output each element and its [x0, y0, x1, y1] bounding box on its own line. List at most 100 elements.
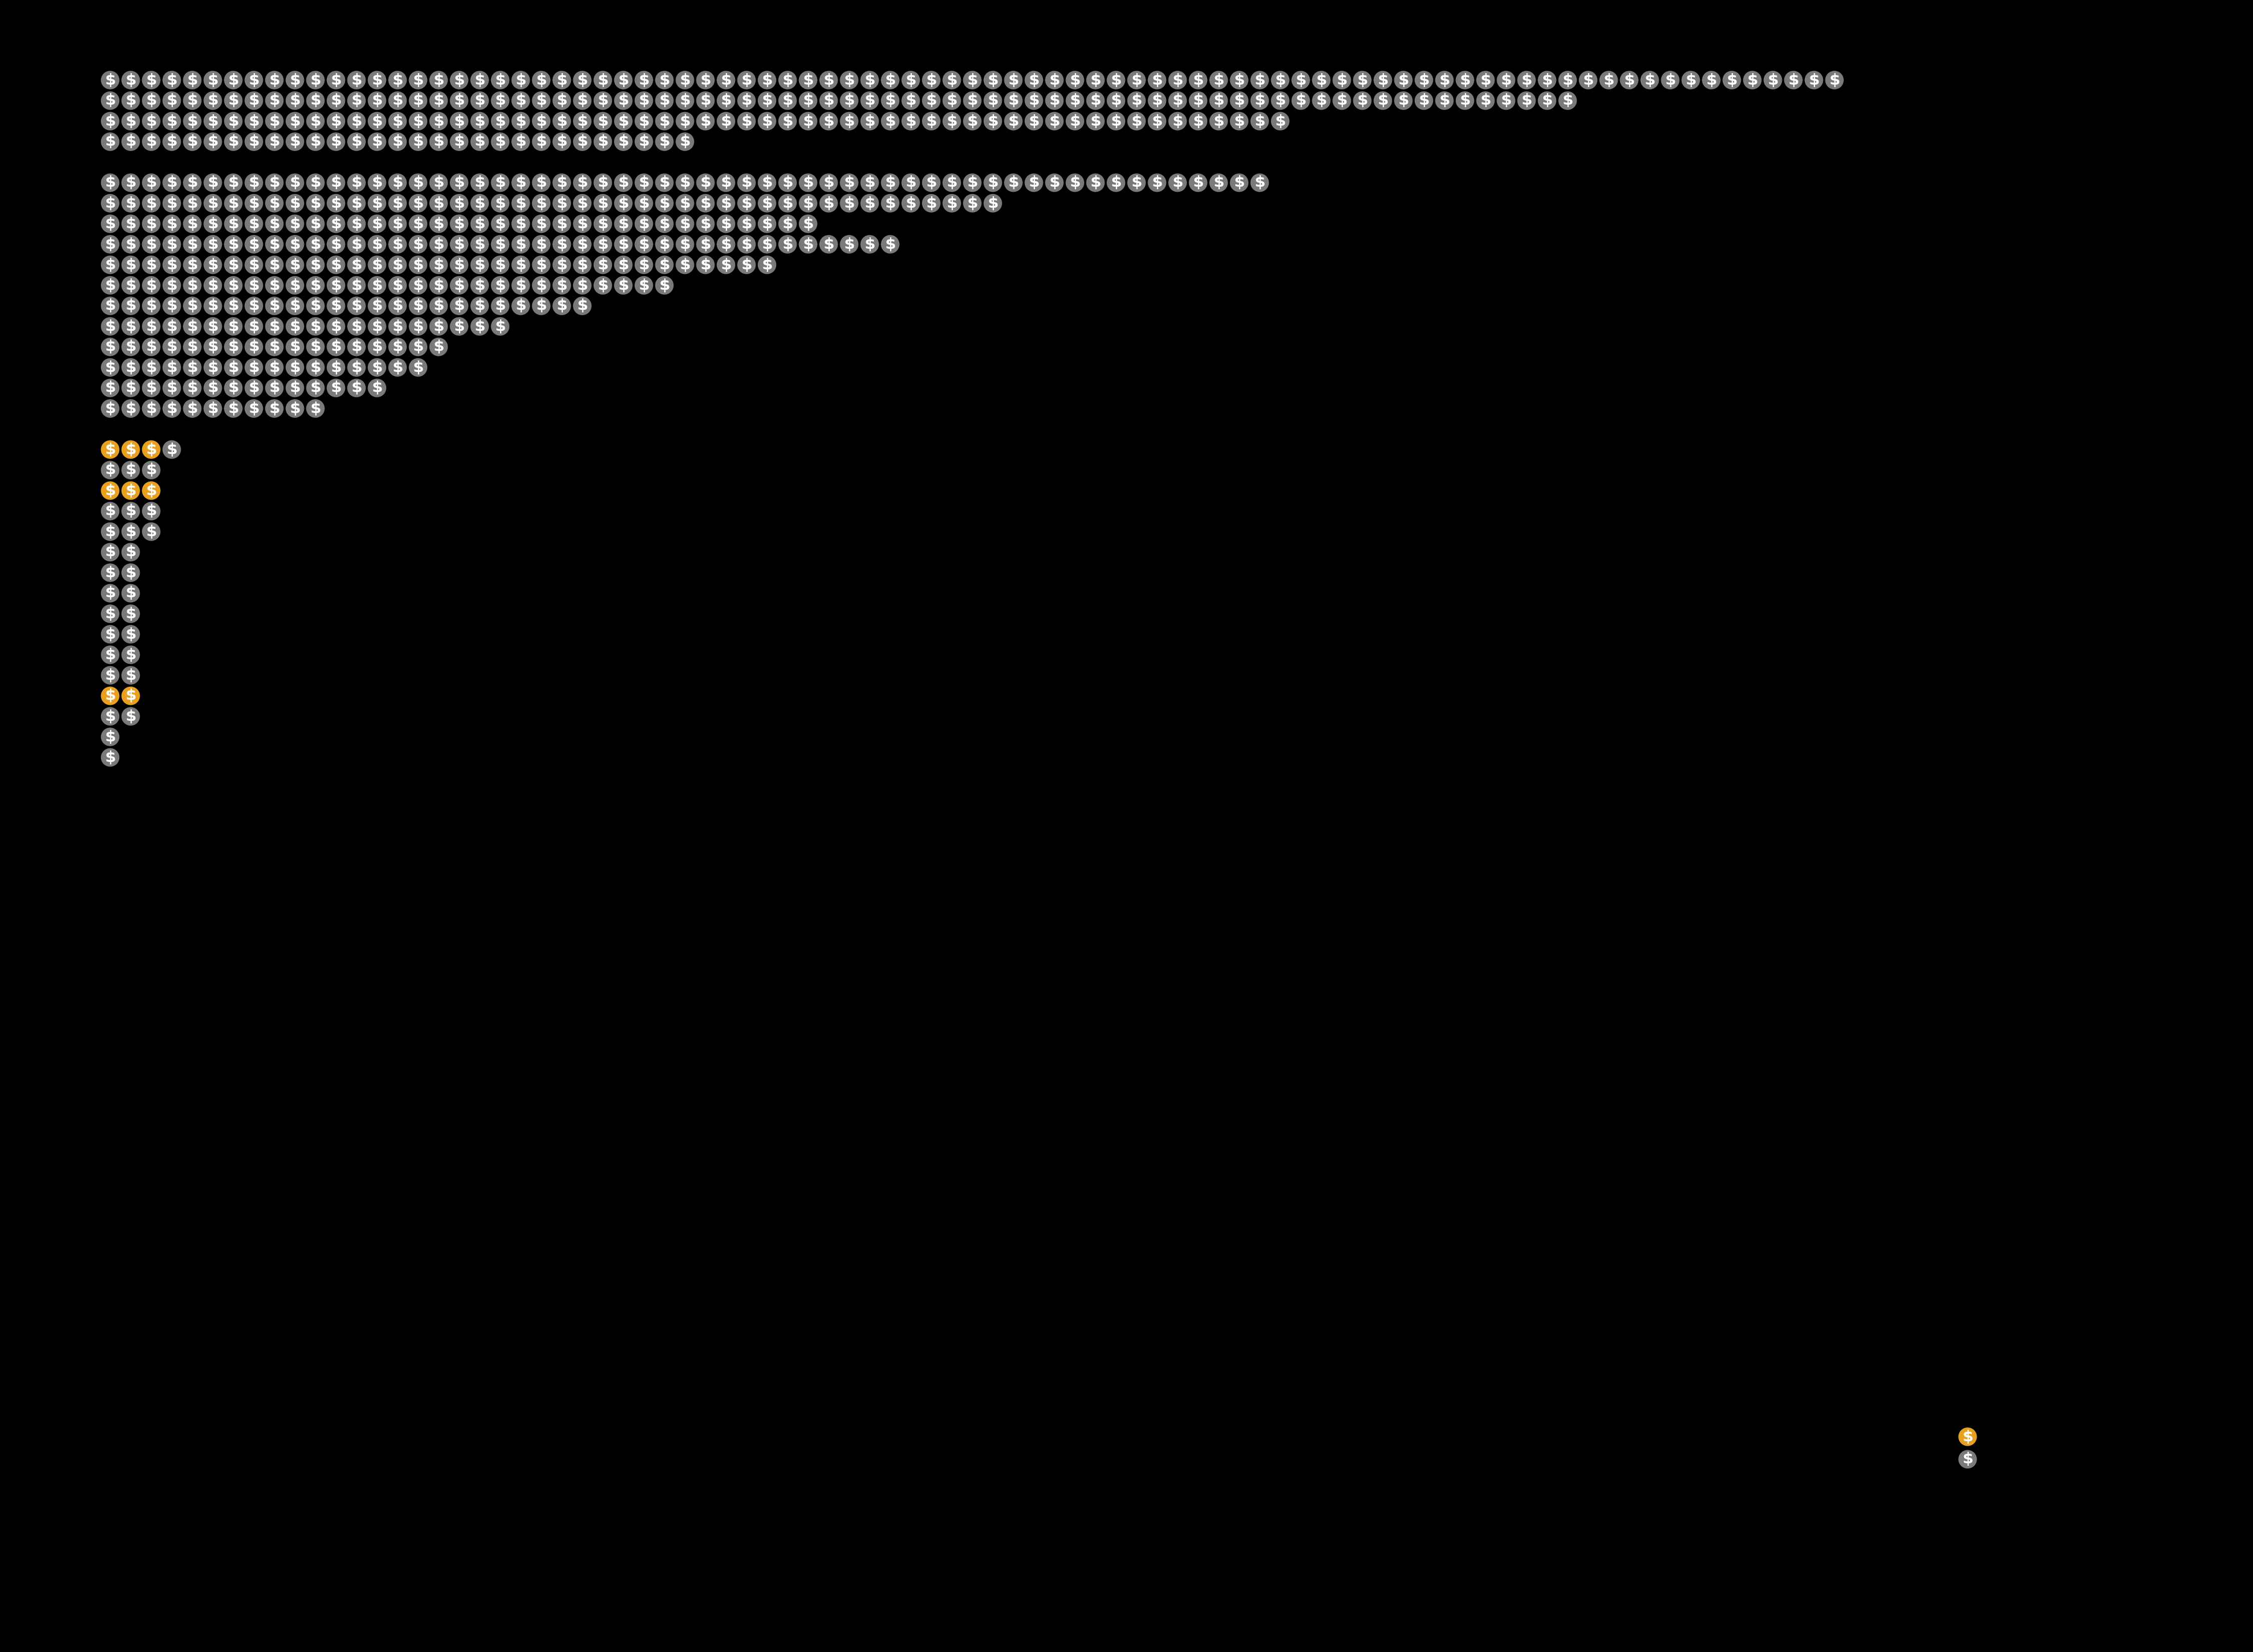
Circle shape	[101, 687, 119, 705]
Circle shape	[101, 544, 119, 562]
Circle shape	[142, 297, 160, 316]
Text: $: $	[1131, 73, 1142, 88]
Circle shape	[593, 276, 613, 294]
Text: $: $	[1172, 114, 1183, 129]
Text: $: $	[288, 236, 300, 251]
Text: $: $	[207, 94, 219, 107]
Text: $: $	[372, 258, 383, 273]
Circle shape	[861, 173, 879, 192]
Circle shape	[286, 193, 304, 213]
Circle shape	[451, 317, 469, 335]
Text: $: $	[926, 114, 937, 129]
Text: $: $	[906, 197, 917, 210]
Circle shape	[615, 112, 633, 131]
Circle shape	[757, 256, 777, 274]
Circle shape	[1210, 173, 1228, 192]
Text: $: $	[248, 258, 259, 273]
Text: $: $	[496, 278, 505, 292]
Circle shape	[388, 337, 408, 357]
Text: $: $	[865, 114, 874, 129]
Text: $: $	[617, 114, 629, 129]
Text: $: $	[1070, 175, 1081, 190]
Text: $: $	[372, 134, 383, 149]
Text: $: $	[741, 236, 753, 251]
Circle shape	[367, 317, 385, 335]
Text: $: $	[311, 114, 320, 129]
Text: $: $	[496, 94, 505, 107]
Text: $: $	[126, 94, 135, 107]
Circle shape	[901, 193, 919, 213]
Circle shape	[572, 71, 593, 89]
Text: $: $	[268, 236, 279, 251]
Circle shape	[676, 235, 694, 253]
Text: $: $	[146, 73, 158, 88]
Circle shape	[716, 112, 734, 131]
Text: $: $	[311, 319, 320, 334]
Text: $: $	[453, 319, 464, 334]
Text: $: $	[1356, 94, 1368, 107]
Circle shape	[430, 235, 448, 253]
Circle shape	[203, 91, 223, 111]
Circle shape	[572, 173, 593, 192]
Text: $: $	[126, 484, 135, 497]
Circle shape	[388, 358, 408, 377]
Text: $: $	[104, 299, 115, 314]
Text: $: $	[228, 94, 239, 107]
Circle shape	[491, 297, 509, 316]
Text: $: $	[372, 114, 383, 129]
Text: $: $	[680, 73, 689, 88]
Text: $: $	[516, 236, 527, 251]
Text: $: $	[1131, 175, 1142, 190]
Text: $: $	[1419, 94, 1428, 107]
Circle shape	[101, 317, 119, 335]
Circle shape	[223, 71, 243, 89]
Circle shape	[1332, 91, 1352, 111]
Text: $: $	[516, 299, 527, 314]
Circle shape	[101, 605, 119, 623]
Circle shape	[327, 276, 345, 294]
Circle shape	[1354, 91, 1372, 111]
Circle shape	[122, 256, 140, 274]
Text: $: $	[597, 216, 608, 231]
Circle shape	[552, 91, 570, 111]
Text: $: $	[1275, 94, 1286, 107]
Circle shape	[451, 132, 469, 150]
Text: $: $	[1561, 94, 1573, 107]
Text: $: $	[946, 197, 958, 210]
Text: $: $	[372, 319, 383, 334]
Text: $: $	[331, 340, 342, 354]
Text: $: $	[167, 319, 178, 334]
Circle shape	[388, 215, 408, 233]
Text: $: $	[802, 216, 813, 231]
Circle shape	[985, 193, 1003, 213]
Circle shape	[820, 173, 838, 192]
Text: $: $	[885, 175, 897, 190]
Text: $: $	[126, 401, 135, 416]
Text: $: $	[597, 278, 608, 292]
Circle shape	[122, 522, 140, 540]
Circle shape	[1250, 173, 1268, 192]
Text: $: $	[1151, 114, 1163, 129]
Circle shape	[367, 112, 385, 131]
Circle shape	[246, 337, 264, 357]
Circle shape	[696, 71, 714, 89]
Circle shape	[1126, 71, 1147, 89]
Text: $: $	[412, 236, 424, 251]
Text: $: $	[268, 73, 279, 88]
Text: $: $	[885, 73, 897, 88]
Circle shape	[430, 256, 448, 274]
Circle shape	[593, 215, 613, 233]
Circle shape	[142, 441, 160, 459]
Circle shape	[101, 378, 119, 396]
Text: $: $	[187, 380, 198, 395]
Text: $: $	[288, 380, 300, 395]
Text: $: $	[207, 216, 219, 231]
Text: $: $	[865, 236, 874, 251]
Circle shape	[1025, 71, 1043, 89]
Circle shape	[635, 132, 653, 150]
Circle shape	[1106, 91, 1124, 111]
Circle shape	[101, 400, 119, 418]
Circle shape	[615, 71, 633, 89]
Circle shape	[347, 358, 365, 377]
Text: $: $	[822, 236, 834, 251]
